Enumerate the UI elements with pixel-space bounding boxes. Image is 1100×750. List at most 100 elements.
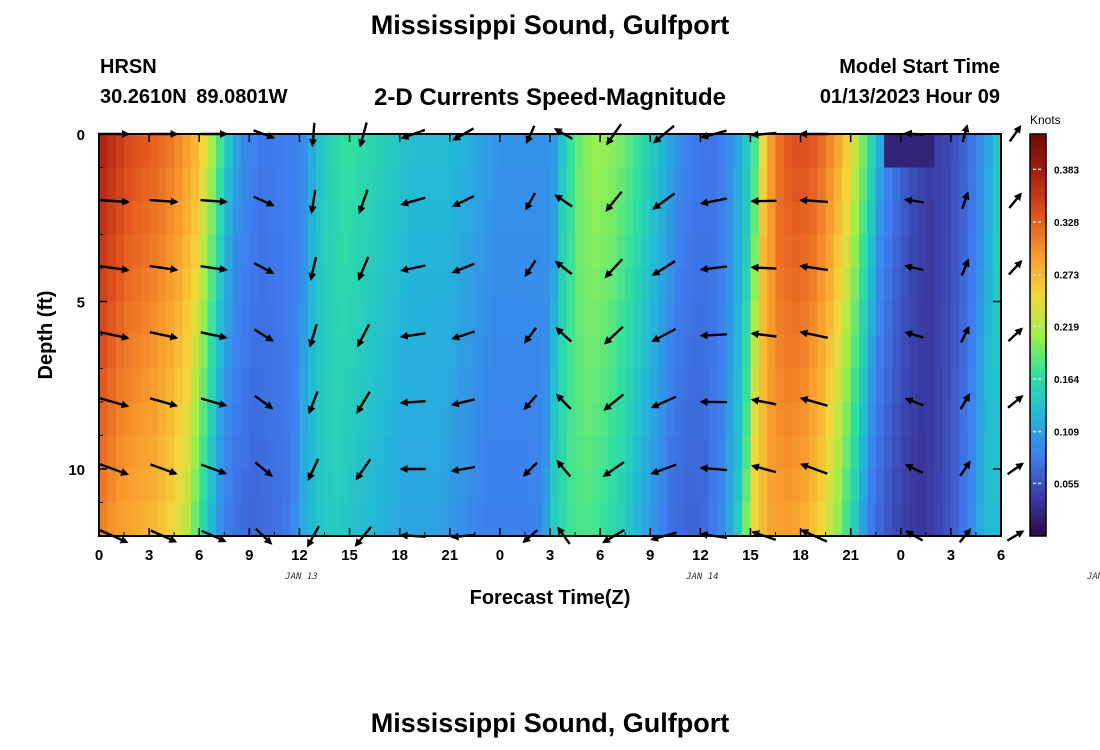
heatmap-cell: [491, 469, 501, 504]
heatmap-cell: [742, 234, 752, 269]
heatmap-cell: [683, 469, 693, 504]
current-vector-arrow: [253, 262, 275, 274]
heatmap-cell: [683, 435, 693, 470]
heatmap-cell: [433, 167, 443, 202]
heatmap-cell: [867, 502, 877, 537]
heatmap-cell: [967, 134, 977, 169]
heatmap-cell: [408, 234, 417, 269]
heatmap-cell: [199, 201, 209, 236]
heatmap-cell: [332, 435, 342, 470]
heatmap-cell: [374, 301, 384, 336]
heatmap-cell: [733, 368, 743, 403]
heatmap-cell: [508, 368, 518, 403]
current-vector-arrow: [97, 264, 130, 274]
heatmap-cell: [959, 435, 969, 470]
current-vector-arrow: [1006, 530, 1025, 542]
heatmap-cell: [825, 201, 835, 236]
heatmap-cell: [132, 201, 142, 236]
colorbar-tick-label: 0.055: [1054, 479, 1079, 490]
heatmap-cell: [207, 167, 217, 202]
heatmap-cell: [224, 368, 234, 403]
current-vector-arrow: [556, 459, 572, 478]
heatmap-cell: [800, 402, 810, 437]
heatmap-cell: [691, 335, 701, 370]
heatmap-cell: [975, 368, 985, 403]
heatmap-cell: [174, 502, 184, 537]
heatmap-cell: [132, 301, 142, 336]
heatmap-cell: [783, 502, 793, 537]
heatmap-cell: [291, 402, 301, 437]
heatmap-cell: [257, 268, 267, 303]
heatmap-cell: [249, 368, 259, 403]
heatmap-cell: [750, 234, 760, 269]
heatmap-cell: [491, 134, 501, 169]
heatmap-cell: [591, 335, 601, 370]
heatmap-cell: [833, 167, 843, 202]
heatmap-cell: [391, 335, 401, 370]
heatmap-cell: [124, 201, 134, 236]
heatmap-cell: [115, 234, 125, 269]
current-vector-arrow: [524, 327, 537, 344]
heatmap-cell: [666, 301, 676, 336]
heatmap-cell: [215, 435, 225, 470]
heatmap-cell: [107, 435, 117, 470]
heatmap-cell: [458, 268, 468, 303]
heatmap-cell: [307, 469, 317, 504]
heatmap-cell: [257, 234, 267, 269]
heatmap-cells: [99, 134, 1002, 537]
colorbar-tick-label: 0.219: [1054, 322, 1079, 333]
heatmap-cell: [341, 234, 351, 269]
heatmap-cell: [349, 469, 359, 504]
heatmap-cell: [516, 234, 526, 269]
heatmap-cell: [149, 402, 159, 437]
heatmap-cell: [792, 134, 802, 169]
heatmap-cell: [775, 167, 785, 202]
heatmap-cell: [575, 167, 585, 202]
heatmap-cell: [909, 301, 919, 336]
heatmap-cell: [140, 134, 150, 169]
heatmap-cell: [174, 134, 184, 169]
heatmap-cell: [775, 402, 785, 437]
heatmap-cell: [199, 301, 209, 336]
heatmap-cell: [433, 502, 443, 537]
heatmap-cell: [182, 402, 192, 437]
heatmap-cell: [149, 201, 159, 236]
heatmap-cell: [875, 201, 885, 236]
current-vector-arrow: [149, 197, 179, 206]
heatmap-cell: [266, 234, 275, 269]
heatmap-cell: [633, 368, 643, 403]
heatmap-cell: [341, 402, 351, 437]
heatmap-cell: [625, 234, 635, 269]
heatmap-cell: [316, 167, 326, 202]
heatmap-cell: [591, 469, 601, 504]
heatmap-cell: [357, 335, 367, 370]
heatmap-cell: [925, 234, 935, 269]
heatmap-cell: [508, 502, 518, 537]
heatmap-cell: [566, 502, 576, 537]
heatmap-cell: [775, 234, 785, 269]
heatmap-cell: [775, 134, 785, 169]
heatmap-cell: [717, 335, 726, 370]
heatmap-cell: [541, 502, 551, 537]
heatmap-cell: [825, 402, 835, 437]
heatmap-cell: [942, 402, 952, 437]
heatmap-cell: [767, 234, 777, 269]
current-vector-arrow: [253, 328, 274, 342]
heatmap-cell: [357, 368, 367, 403]
heatmap-cell: [190, 469, 200, 504]
heatmap-cell: [332, 201, 342, 236]
current-vector-arrow: [799, 196, 829, 205]
heatmap-cell: [282, 201, 292, 236]
heatmap-cell: [583, 368, 593, 403]
heatmap-cell: [157, 234, 167, 269]
heatmap-cell: [842, 134, 852, 169]
heatmap-cell: [516, 469, 526, 504]
current-vector-arrow: [904, 397, 924, 407]
heatmap-cell: [149, 368, 159, 403]
heatmap-cell: [249, 435, 259, 470]
heatmap-cell: [800, 234, 810, 269]
heatmap-cell: [524, 301, 534, 336]
heatmap-cell: [975, 301, 985, 336]
heatmap-cell: [257, 335, 267, 370]
heatmap-cell: [783, 234, 793, 269]
